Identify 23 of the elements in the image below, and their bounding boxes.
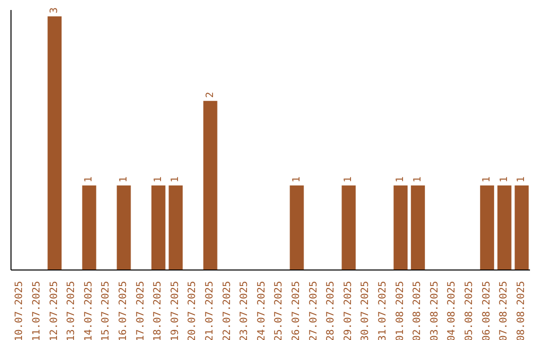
x-tick-label: 11.07.2025: [31, 281, 42, 340]
x-tick-label: 19.07.2025: [170, 281, 181, 340]
x-tick-label: 15.07.2025: [100, 281, 112, 340]
data-label: 1: [84, 176, 95, 182]
data-label: 1: [118, 176, 130, 182]
data-label: 1: [498, 176, 510, 182]
data-label: 1: [170, 176, 182, 182]
data-label: 1: [291, 176, 302, 182]
data-label: 2: [204, 92, 216, 98]
data-label: 1: [152, 176, 164, 182]
data-label: 1: [412, 176, 424, 182]
x-tick-label: 17.07.2025: [135, 281, 146, 340]
x-tick-label: 10.07.2025: [14, 281, 26, 340]
data-label: 3: [49, 7, 60, 14]
x-tick-label: 13.07.2025: [66, 281, 78, 340]
data-label: 1: [395, 176, 406, 182]
data-label: 1: [516, 176, 528, 182]
data-label: 1: [482, 176, 493, 182]
x-tick-label: 12.07.2025: [48, 281, 60, 340]
x-tick-label: 16.07.2025: [118, 281, 129, 340]
x-tick-label: 18.07.2025: [152, 281, 164, 340]
data-label: 1: [343, 176, 354, 182]
x-tick-label: 14.07.2025: [83, 281, 94, 340]
